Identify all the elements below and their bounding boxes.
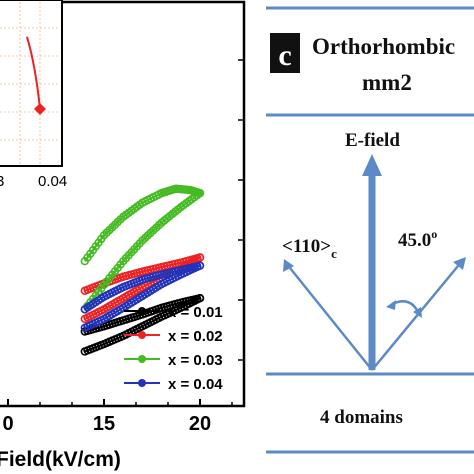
right-arrowhead (453, 257, 466, 270)
inset-x-tick-label-0.04: 0.04 (38, 173, 67, 190)
inset-line (26, 36, 41, 110)
inset-frame (0, 0, 63, 167)
inset-plot: 3 0.04 (0, 0, 67, 190)
left-panel: 0 15 20 Field(kV/cm) 3 0.04 (0, 0, 246, 471)
series-0.04 (80, 261, 205, 332)
legend-label: x = 0.04 (168, 376, 223, 393)
legend-item-0.03: x = 0.03 (124, 352, 223, 369)
left-diagonal-arrow (289, 267, 373, 371)
legend-label: x = 0.01 (168, 304, 223, 321)
series-0.03 (80, 184, 205, 314)
data-point (195, 294, 205, 303)
x-axis: 0 15 20 Field(kV/cm) (0, 59, 244, 471)
inset-curve (26, 36, 46, 115)
domains-label: 4 domains (320, 407, 403, 428)
left-arrowhead (283, 259, 294, 272)
right-diagonal-arrow (371, 265, 459, 371)
data-point (195, 253, 205, 262)
x-axis-label: Field(kV/cm) (0, 448, 121, 471)
inset-x-tick-label-3: 3 (0, 173, 4, 190)
x-tick-label-20: 20 (189, 413, 211, 435)
vector-diagram (283, 154, 466, 371)
angle-label: 45.0o (398, 227, 437, 251)
angle-arc (391, 300, 420, 313)
legend-item-0.01: x = 0.01 (124, 304, 223, 321)
e-field-label: E-field (345, 130, 400, 151)
panel-letter: c (278, 39, 291, 72)
legend-item-0.02: x = 0.02 (124, 328, 223, 345)
legend-item-0.04: x = 0.04 (124, 376, 223, 393)
plot-frame (0, 0, 246, 408)
inset-grid (0, 2, 60, 164)
x-tick-label-0: 0 (2, 413, 13, 435)
panel-letter-box (270, 33, 300, 73)
x-tick-label-15: 15 (93, 413, 115, 435)
point-group-label: mm2 (362, 70, 412, 95)
e-field-arrowhead (362, 154, 382, 176)
legend-label: x = 0.03 (168, 352, 223, 369)
inset-marker (34, 102, 46, 115)
data-point (195, 188, 205, 198)
data-point (195, 261, 205, 270)
legend-label: x = 0.02 (168, 328, 223, 345)
legend: x = 0.01 x = 0.02 x = 0.03 x = 0.04 (124, 304, 223, 393)
right-panel: c Orthorhombic mm2 E-field <110>c 45.0o … (266, 6, 474, 454)
crystal-system-title: Orthorhombic (312, 34, 455, 59)
hysteresis-loops (80, 184, 205, 356)
direction-label: <110>c (282, 236, 337, 261)
